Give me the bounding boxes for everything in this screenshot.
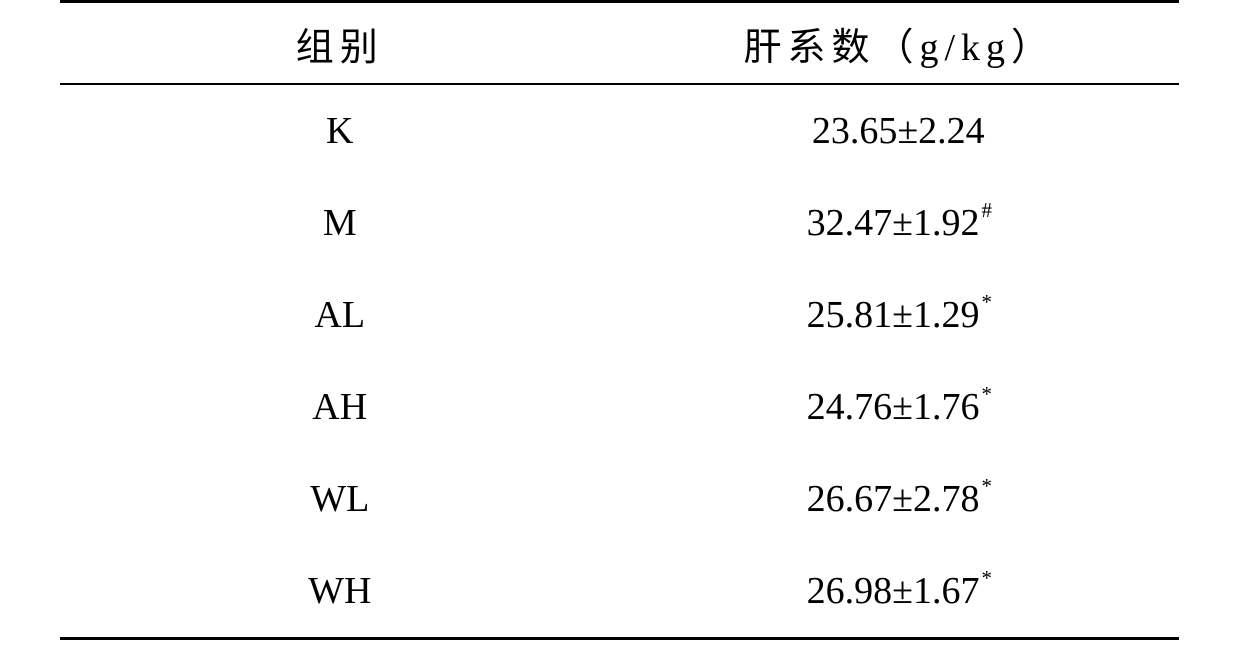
cell-sup: * bbox=[981, 474, 991, 498]
table-header-row: 组别 肝系数（g/kg） bbox=[60, 2, 1179, 85]
col-header-value: 肝系数（g/kg） bbox=[620, 2, 1180, 85]
cell-group: WH bbox=[60, 545, 620, 639]
table-row: WL 26.67±2.78* bbox=[60, 453, 1179, 545]
col-header-group-text: 组别 bbox=[296, 27, 384, 69]
cell-sup: * bbox=[981, 566, 991, 590]
table-row: WH 26.98±1.67* bbox=[60, 545, 1179, 639]
cell-value: 24.76±1.76* bbox=[620, 361, 1180, 453]
table-row: AL 25.81±1.29* bbox=[60, 269, 1179, 361]
liver-coefficient-table: 组别 肝系数（g/kg） K 23.65±2.24 M 32.47±1.92# … bbox=[60, 0, 1179, 640]
cell-sup: * bbox=[981, 290, 991, 314]
cell-value: 25.81±1.29* bbox=[620, 269, 1180, 361]
table-row: M 32.47±1.92# bbox=[60, 177, 1179, 269]
cell-value: 23.65±2.24 bbox=[620, 84, 1180, 177]
data-table-container: 组别 肝系数（g/kg） K 23.65±2.24 M 32.47±1.92# … bbox=[0, 0, 1239, 640]
cell-value: 26.98±1.67* bbox=[620, 545, 1180, 639]
cell-group: K bbox=[60, 84, 620, 177]
cell-group: AH bbox=[60, 361, 620, 453]
cell-sup: * bbox=[981, 382, 991, 406]
cell-group: WL bbox=[60, 453, 620, 545]
col-header-value-text: 肝系数（g/kg） bbox=[743, 27, 1055, 69]
cell-value: 26.67±2.78* bbox=[620, 453, 1180, 545]
col-header-group: 组别 bbox=[60, 2, 620, 85]
cell-group: M bbox=[60, 177, 620, 269]
table-row: K 23.65±2.24 bbox=[60, 84, 1179, 177]
cell-sup: # bbox=[981, 198, 991, 222]
cell-value: 32.47±1.92# bbox=[620, 177, 1180, 269]
table-row: AH 24.76±1.76* bbox=[60, 361, 1179, 453]
cell-group: AL bbox=[60, 269, 620, 361]
